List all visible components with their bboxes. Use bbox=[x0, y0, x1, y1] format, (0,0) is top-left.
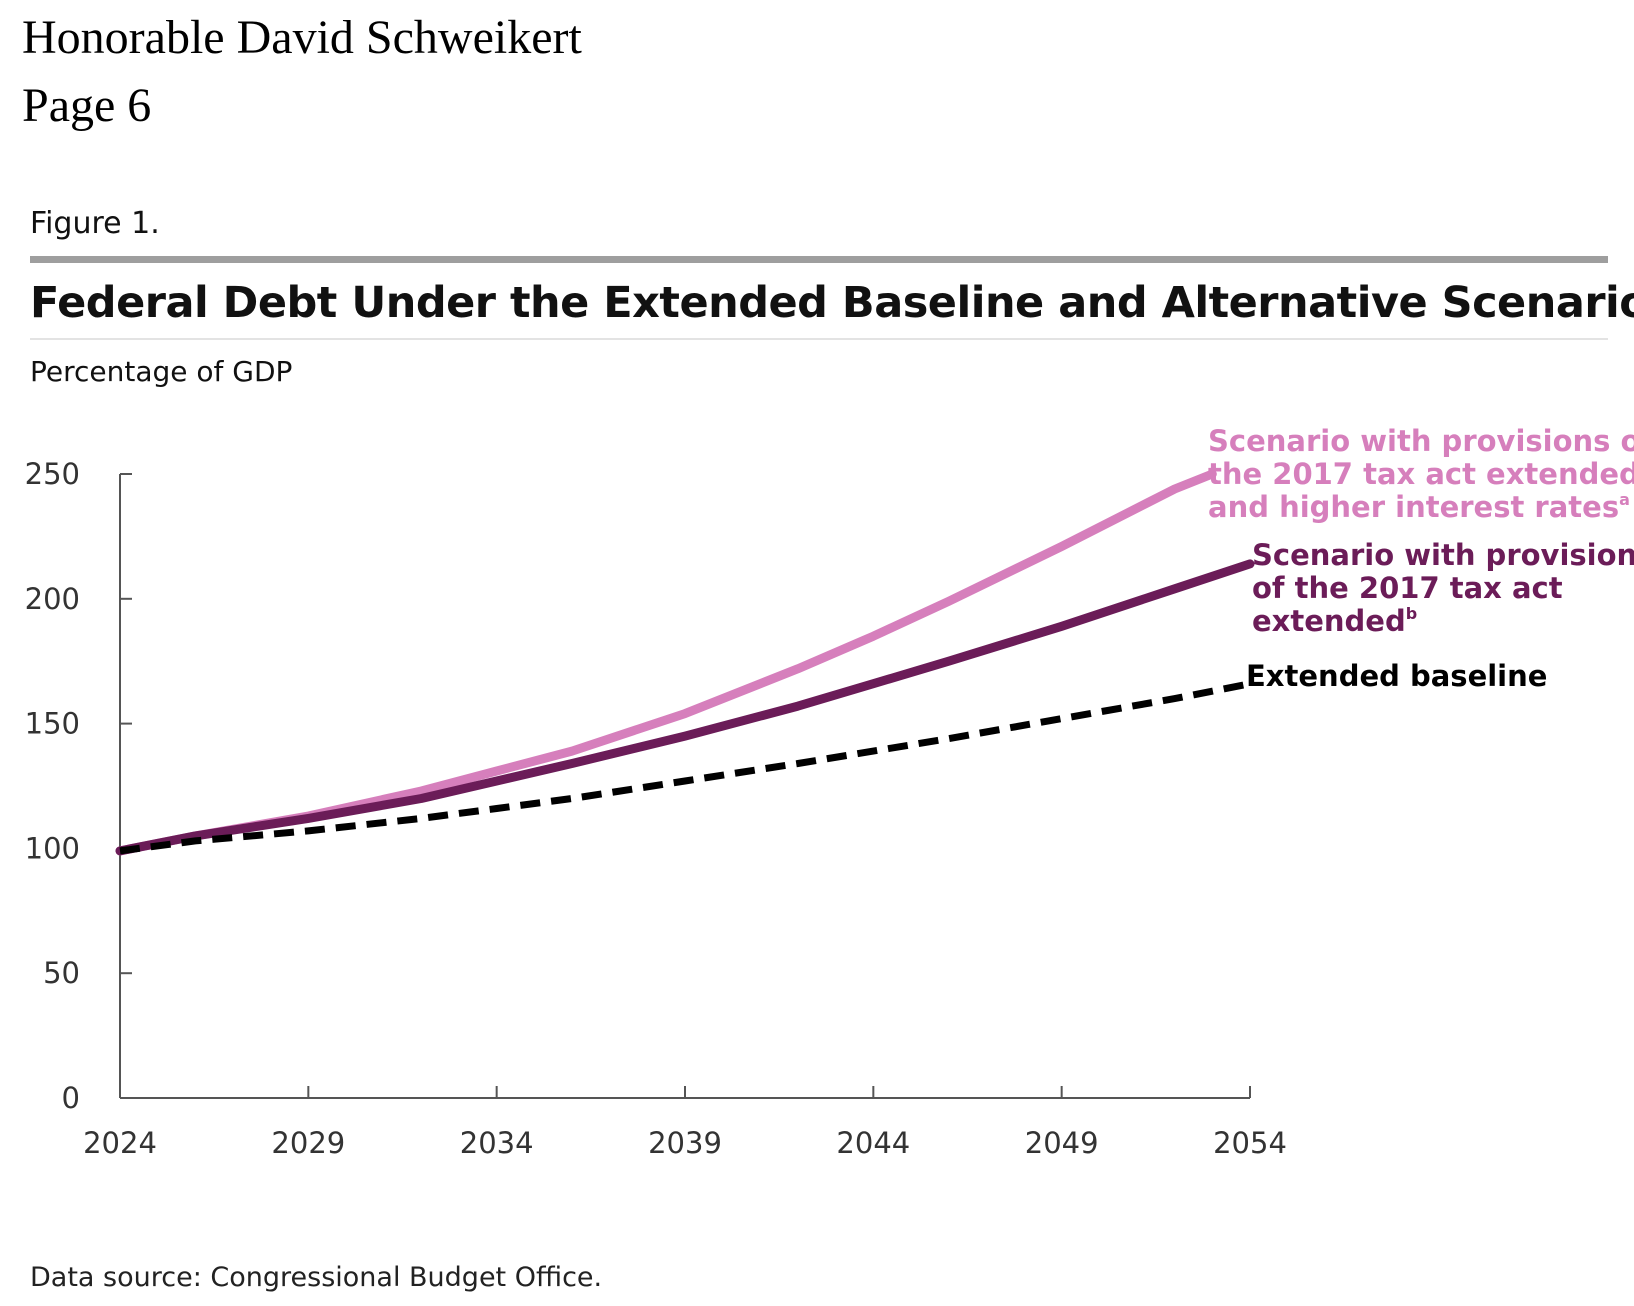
y-tick-label: 200 bbox=[25, 582, 80, 616]
series-label-higher_rates: Scenario with provisions of the 2017 tax … bbox=[1208, 424, 1634, 524]
y-tick-label: 100 bbox=[25, 831, 80, 865]
series-line-tax_act bbox=[115, 559, 1255, 856]
y-axis-label: Percentage of GDP bbox=[30, 355, 292, 388]
y-tick-label: 50 bbox=[43, 956, 80, 990]
x-tick-label: 2054 bbox=[1213, 1126, 1287, 1160]
title-divider bbox=[30, 338, 1608, 340]
data-source-note: Data source: Congressional Budget Office… bbox=[30, 1262, 603, 1293]
x-tick-label: 2044 bbox=[836, 1126, 910, 1160]
y-tick-label: 0 bbox=[62, 1081, 80, 1115]
letterhead-recipient: Honorable David Schweikert bbox=[22, 11, 582, 64]
x-tick-label: 2049 bbox=[1025, 1126, 1099, 1160]
figure-label: Figure 1. bbox=[30, 206, 160, 241]
x-tick-label: 2039 bbox=[648, 1126, 722, 1160]
figure-top-rule bbox=[30, 256, 1608, 263]
letterhead-page-number: Page 6 bbox=[22, 79, 152, 132]
x-tick-label: 2029 bbox=[271, 1126, 345, 1160]
y-tick-label: 150 bbox=[25, 707, 80, 741]
series-label-baseline: Extended baseline bbox=[1246, 659, 1547, 693]
series-line-higher_rates bbox=[115, 469, 1217, 856]
x-tick-label: 2034 bbox=[460, 1126, 534, 1160]
debt-line-chart: Percentage of GDP 0 50 100 150 200 250 2024 2029… bbox=[25, 355, 1634, 1160]
x-tick-label: 2024 bbox=[83, 1126, 157, 1160]
chart-title: Federal Debt Under the Extended Baseline… bbox=[30, 278, 1634, 328]
y-tick-label: 250 bbox=[25, 457, 80, 491]
series-label-tax_act: Scenario with provisions of the 2017 tax … bbox=[1252, 538, 1634, 638]
series-line-baseline bbox=[119, 680, 1251, 855]
